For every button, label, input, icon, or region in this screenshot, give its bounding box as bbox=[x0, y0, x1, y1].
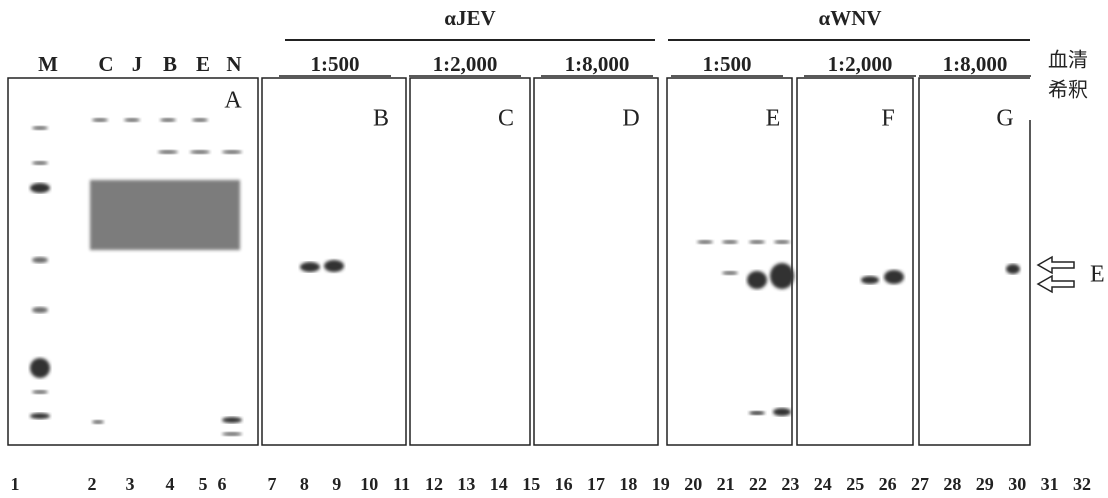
lane-number: 1 bbox=[11, 474, 20, 494]
panel-letter: F bbox=[881, 106, 894, 132]
lane-number: 4 bbox=[166, 474, 175, 494]
dilution: 1:8,000 bbox=[943, 52, 1008, 76]
lane-number: 6 bbox=[218, 474, 227, 494]
panel-letter: G bbox=[996, 106, 1013, 132]
panel-letter: A bbox=[224, 88, 242, 114]
lane-label: B bbox=[163, 52, 177, 76]
lane-number: 5 bbox=[199, 474, 208, 494]
lane-number: 10 bbox=[360, 474, 378, 494]
panel-letter: D bbox=[622, 106, 639, 132]
lane-number: 32 bbox=[1073, 474, 1091, 494]
dilution: 1:500 bbox=[311, 52, 360, 76]
lane-number: 2 bbox=[88, 474, 97, 494]
lane-label: E bbox=[196, 52, 210, 76]
dilution-label: 血清 bbox=[1048, 49, 1088, 72]
lane-number: 19 bbox=[652, 474, 670, 494]
panel-box bbox=[410, 78, 530, 445]
lane-label: J bbox=[132, 52, 143, 76]
lane-number: 26 bbox=[879, 474, 897, 494]
group-label: αWNV bbox=[818, 6, 881, 30]
lane-label: M bbox=[38, 52, 58, 76]
lane-number: 28 bbox=[943, 474, 961, 494]
lane-number: 22 bbox=[749, 474, 767, 494]
lane-number: 8 bbox=[300, 474, 309, 494]
arrow-label: E bbox=[1090, 262, 1105, 288]
lane-number: 16 bbox=[555, 474, 573, 494]
gel-bands bbox=[30, 118, 1020, 436]
lane-number: 20 bbox=[684, 474, 702, 494]
panel-box bbox=[667, 78, 792, 445]
lane-number: 14 bbox=[490, 474, 508, 494]
panel-letter: B bbox=[373, 106, 389, 132]
lane-number: 30 bbox=[1008, 474, 1026, 494]
lane-number: 13 bbox=[457, 474, 475, 494]
dilution-label: 希釈 bbox=[1048, 79, 1088, 102]
panel-letter: E bbox=[766, 106, 781, 132]
lane-label: N bbox=[226, 52, 241, 76]
lane-number: 31 bbox=[1041, 474, 1059, 494]
lane-number: 12 bbox=[425, 474, 443, 494]
panel-box bbox=[919, 78, 1030, 445]
lane-number: 27 bbox=[911, 474, 929, 494]
lane-number: 23 bbox=[781, 474, 799, 494]
arrow bbox=[1038, 257, 1074, 292]
lane-number: 25 bbox=[846, 474, 864, 494]
lane-number: 17 bbox=[587, 474, 605, 494]
lane-number: 11 bbox=[393, 474, 410, 494]
lane-number: 18 bbox=[619, 474, 637, 494]
lane-number: 29 bbox=[976, 474, 994, 494]
dilution: 1:500 bbox=[703, 52, 752, 76]
lane-number: 24 bbox=[814, 474, 832, 494]
lane-number: 9 bbox=[332, 474, 341, 494]
lane-number: 3 bbox=[126, 474, 135, 494]
lane-number: 21 bbox=[717, 474, 735, 494]
panel-box bbox=[534, 78, 658, 445]
lane-number: 7 bbox=[268, 474, 277, 494]
blot-figure: E 血清 希釈 αJEV 1:500 1:2,000 1:8,000 αWNV 1:500… bbox=[0, 0, 1108, 498]
dilution: 1:2,000 bbox=[433, 52, 498, 76]
panel-letter: C bbox=[498, 106, 514, 132]
panel-box bbox=[797, 78, 913, 445]
dilution: 1:8,000 bbox=[565, 52, 630, 76]
group-label: αJEV bbox=[444, 6, 495, 30]
lane-number: 15 bbox=[522, 474, 540, 494]
dilution: 1:2,000 bbox=[828, 52, 893, 76]
lane-label: C bbox=[98, 52, 113, 76]
